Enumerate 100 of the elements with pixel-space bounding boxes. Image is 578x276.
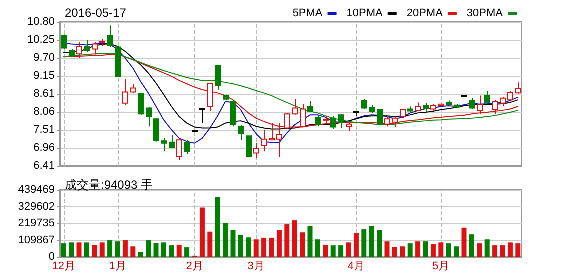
bar (254, 240, 259, 257)
bar (508, 242, 513, 257)
bar (154, 243, 159, 257)
candlestick (130, 83, 136, 94)
candlestick (262, 129, 268, 152)
bar (146, 240, 152, 257)
legend-label: 10PMA (346, 8, 384, 20)
bar (276, 230, 282, 257)
bar (184, 248, 190, 257)
bar (292, 220, 298, 257)
y-tick-label: 8.61 (34, 88, 55, 100)
bar (138, 252, 144, 257)
x-tick-label: 2月 (186, 260, 204, 272)
candlestick (378, 108, 384, 126)
bar (161, 242, 166, 257)
candlestick (154, 118, 160, 142)
bar (169, 246, 174, 257)
candlestick (424, 102, 430, 114)
bar (223, 223, 228, 257)
y-tick-label: 8.06 (34, 106, 55, 118)
candlestick (308, 100, 314, 114)
bar (362, 230, 367, 257)
bar (384, 242, 390, 257)
bar (308, 226, 313, 257)
bar (400, 246, 406, 257)
bar (208, 232, 213, 257)
bar (269, 238, 274, 257)
candlestick (216, 65, 222, 90)
candlestick (230, 100, 236, 128)
bar (284, 224, 290, 257)
candlestick (108, 25, 114, 48)
bar (315, 240, 320, 257)
candlestick (138, 92, 144, 116)
y-tick-label: 10.80 (27, 16, 55, 28)
bar (200, 208, 205, 257)
bar (438, 242, 444, 257)
candlestick (516, 82, 522, 94)
y-tick-label: 6.96 (34, 142, 55, 154)
y-tick-label: 6.41 (34, 160, 55, 172)
bar (323, 244, 328, 257)
candlestick (362, 98, 368, 110)
candlestick (254, 142, 260, 159)
bar (500, 246, 506, 257)
candlestick (292, 98, 298, 116)
candlestick (62, 34, 68, 50)
bar (76, 242, 82, 257)
y-tick-label: 109867 (18, 234, 55, 246)
x-tick-label: 12月 (52, 260, 76, 272)
candlestick (246, 136, 252, 158)
bar (92, 245, 98, 257)
candlestick (176, 140, 182, 161)
y-tick-label: 9.15 (34, 70, 55, 82)
bar (108, 240, 113, 257)
bar (230, 230, 236, 257)
legend-label: 20PMA (406, 8, 444, 20)
bar (446, 244, 452, 257)
chart-title: 成交量:94093 手 (65, 178, 154, 192)
bar (423, 242, 428, 257)
x-tick-label: 4月 (348, 260, 366, 272)
x-tick-label: 3月 (248, 260, 265, 272)
bar (61, 244, 66, 257)
bar (262, 238, 267, 257)
bar (238, 236, 244, 257)
candlestick (162, 138, 168, 152)
bar (516, 244, 521, 257)
candlestick (170, 134, 176, 149)
candlestick (84, 40, 90, 54)
bar (484, 240, 490, 257)
y-tick-label: 10.25 (27, 34, 55, 46)
candlestick (470, 98, 476, 110)
bar (462, 228, 467, 257)
bar (469, 234, 474, 257)
bar (300, 232, 306, 257)
bar (377, 230, 382, 257)
legend-label: 5PMA (292, 8, 324, 20)
bar (115, 242, 120, 257)
candlestick (484, 91, 490, 105)
x-tick-label: 5月 (432, 260, 450, 272)
chart-title: 2016-05-17 (65, 6, 127, 20)
bar (492, 246, 498, 257)
candlestick (200, 108, 206, 124)
bar (122, 240, 128, 257)
candlestick (338, 114, 344, 129)
bar (416, 242, 421, 257)
bar (430, 244, 436, 257)
y-tick-label: 329602 (18, 200, 55, 213)
candlestick (208, 83, 214, 112)
y-tick-label: 219735 (18, 218, 55, 230)
bar (408, 244, 413, 257)
bar (369, 226, 374, 257)
x-tick-label: 1月 (109, 260, 126, 272)
bar (84, 242, 90, 257)
candlestick (122, 78, 128, 106)
bar (69, 242, 74, 257)
bar (176, 244, 182, 257)
y-tick-label: 7.51 (34, 124, 55, 136)
bar (215, 197, 220, 257)
candlestick (478, 95, 484, 115)
bar (392, 247, 398, 257)
bar (100, 242, 105, 257)
